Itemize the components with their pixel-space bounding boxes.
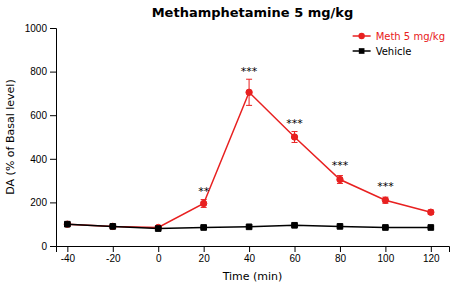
x-tick: 120	[423, 246, 440, 264]
x-tick: 60	[289, 246, 301, 264]
x-tick: 80	[335, 246, 347, 264]
data-layer	[64, 79, 434, 231]
y-axis-title: DA (% of Basal level)	[4, 79, 17, 194]
y-tick-mark	[50, 202, 56, 203]
legend-label: Vehicle	[376, 46, 412, 57]
y-tick-mark	[50, 72, 56, 73]
legend-label: Meth 5 mg/kg	[376, 31, 445, 42]
x-tick-label: 100	[378, 253, 395, 264]
point	[65, 221, 71, 227]
error-bar-cap	[246, 105, 252, 106]
x-tick-label: 20	[199, 253, 211, 264]
legend-item: Vehicle	[353, 46, 412, 57]
point	[155, 226, 161, 232]
point	[337, 224, 343, 230]
x-tick-label: 120	[423, 253, 440, 264]
y-tick-label: 0	[41, 241, 47, 252]
x-axis-title: Time (min)	[222, 270, 283, 283]
y-axis: 0 200 400 600 800 1000	[25, 23, 57, 252]
x-tick-label: 80	[335, 253, 347, 264]
y-tick-label: 600	[30, 110, 47, 121]
error-bar	[382, 197, 388, 203]
point	[383, 225, 389, 231]
x-tick: -20	[106, 246, 121, 264]
legend: Meth 5 mg/kg Vehicle	[353, 31, 445, 57]
x-tick-label: 40	[244, 253, 256, 264]
point	[200, 200, 206, 206]
series	[64, 221, 433, 231]
y-tick: 800	[30, 66, 56, 77]
annotations: **************	[198, 65, 394, 198]
x-tick-mark	[67, 246, 68, 252]
x-tick-mark	[204, 246, 205, 252]
y-tick-label: 1000	[25, 23, 48, 34]
significance-label: **	[198, 185, 210, 198]
point	[292, 222, 298, 228]
x-tick: 0	[156, 246, 162, 264]
error-bar	[201, 200, 207, 208]
y-tick: 200	[30, 197, 56, 208]
significance-label: ***	[241, 65, 258, 78]
x-tick-mark	[113, 246, 114, 252]
point	[201, 225, 207, 231]
point	[110, 223, 116, 229]
error-bar	[337, 176, 343, 184]
y-tick-mark	[50, 28, 56, 29]
y-tick-label: 800	[30, 66, 47, 77]
point	[337, 176, 343, 182]
legend-marker	[359, 48, 365, 54]
x-axis-line	[57, 247, 450, 253]
x-tick-label: -40	[61, 253, 76, 264]
x-tick-label: 60	[289, 253, 301, 264]
y-tick-mark	[50, 115, 56, 116]
x-tick-label: -20	[106, 253, 121, 264]
error-bar-cap	[292, 142, 298, 143]
x-tick: -40	[61, 246, 76, 264]
x-tick: 100	[378, 246, 395, 264]
error-bar-cap	[292, 131, 298, 132]
legend-item: Meth 5 mg/kg	[353, 31, 445, 42]
x-tick-label: 0	[156, 253, 162, 264]
x-tick-mark	[249, 246, 250, 252]
plot-area: -40 -20 0 20 40 60 80 100 120 0 200 400 600 800 1000 **…	[25, 23, 450, 264]
y-axis-line	[50, 29, 57, 247]
legend-marker	[358, 33, 364, 39]
significance-label: ***	[377, 180, 394, 193]
y-tick: 1000	[25, 23, 56, 34]
point	[428, 209, 434, 215]
x-tick-mark	[340, 246, 341, 252]
significance-label: ***	[332, 159, 349, 172]
error-bar	[292, 132, 298, 143]
series-line	[67, 92, 430, 227]
point	[64, 221, 70, 227]
point	[155, 224, 161, 230]
y-tick: 600	[30, 110, 56, 121]
error-bar	[246, 79, 252, 105]
x-tick: 40	[244, 246, 256, 264]
x-tick: 20	[199, 246, 211, 264]
chart: -40 -20 0 20 40 60 80 100 120 0 200 400 600 800 1000 **…	[0, 0, 463, 286]
significance-label: ***	[286, 117, 303, 130]
point	[246, 224, 252, 230]
x-tick-mark	[295, 246, 296, 252]
point	[428, 225, 434, 231]
point	[382, 197, 388, 203]
series	[64, 79, 434, 230]
x-axis: -40 -20 0 20 40 60 80 100 120	[57, 246, 450, 264]
x-tick-mark	[385, 246, 386, 252]
y-tick-label: 200	[30, 197, 47, 208]
point	[110, 224, 116, 230]
error-bar-cap	[246, 79, 252, 80]
x-tick-mark	[158, 246, 159, 252]
point	[291, 134, 297, 140]
y-tick-mark	[50, 159, 56, 160]
y-tick-label: 400	[30, 154, 47, 165]
y-tick: 0	[41, 241, 56, 252]
point	[246, 89, 252, 95]
y-tick-mark	[50, 246, 56, 247]
x-tick-mark	[431, 246, 432, 252]
y-tick: 400	[30, 154, 56, 165]
title: Methamphetamine 5 mg/kg	[152, 5, 354, 20]
